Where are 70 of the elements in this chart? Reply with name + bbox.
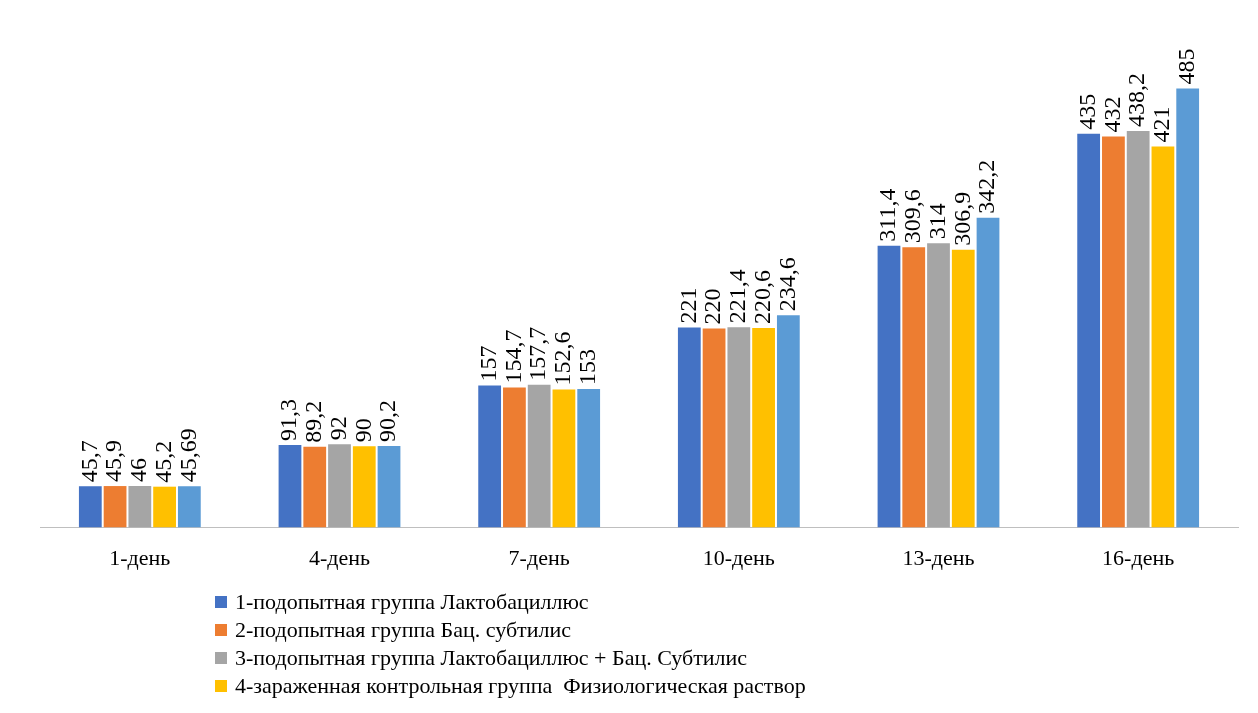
data-label: 221,4 [724, 269, 751, 324]
data-label: 89,2 [300, 400, 327, 443]
x-tick-label: 7-день [508, 544, 570, 570]
data-label: 234,6 [773, 257, 800, 312]
data-label: 90,2 [374, 399, 401, 442]
bar [1077, 133, 1101, 528]
bar [177, 486, 201, 528]
bar [328, 444, 351, 528]
bar [303, 446, 327, 528]
legend-label: 3-подопытная группа Лактобациллюс + Бац. Субтилис [235, 644, 748, 672]
data-label: 45,9 [100, 440, 127, 483]
bar [1176, 88, 1200, 528]
data-label: 152,6 [549, 331, 576, 386]
data-label: 92 [324, 416, 351, 441]
bar [103, 486, 127, 528]
data-label: 45,2 [149, 440, 176, 483]
data-label: 306,9 [948, 191, 975, 246]
data-label: 221 [674, 287, 701, 324]
legend-label: 2-подопытная группа Бац. субтилис [235, 616, 571, 644]
bar [877, 245, 901, 528]
data-label: 432 [1098, 96, 1125, 133]
bar [927, 243, 950, 528]
bar [976, 217, 1000, 528]
bar [752, 327, 775, 528]
data-label: 45,7 [75, 440, 102, 483]
bar [527, 384, 551, 528]
data-label: 435 [1073, 93, 1100, 130]
x-tick-label: 4-день [308, 544, 371, 570]
bar [352, 446, 376, 528]
data-label: 90 [349, 418, 376, 443]
x-tick-label: 10-день [702, 544, 775, 570]
data-label: 45,69 [174, 428, 201, 483]
bar [951, 249, 975, 528]
bar [1102, 136, 1125, 528]
data-label: 220,6 [748, 269, 775, 324]
bar [577, 389, 601, 528]
bar [776, 315, 800, 528]
bar [552, 389, 576, 528]
data-label: 438,2 [1123, 72, 1150, 127]
legend-label: 1-подопытная группа Лактобациллюс [235, 588, 589, 616]
data-label: 157,7 [524, 326, 551, 381]
bar [377, 445, 401, 528]
bar [902, 247, 926, 528]
data-label: 154,7 [499, 329, 526, 384]
data-label: 421 [1148, 106, 1175, 143]
bar [1126, 130, 1150, 528]
bar [503, 387, 526, 528]
data-label: 311,4 [874, 188, 901, 242]
bar [1151, 146, 1175, 528]
x-tick-label: 13-день [902, 544, 975, 570]
data-label: 342,2 [973, 159, 1000, 214]
data-label: 314 [923, 203, 950, 240]
x-tick-label: 1-день [109, 544, 171, 570]
bar [677, 327, 701, 528]
data-label: 46 [125, 457, 152, 482]
bar [478, 385, 502, 528]
bar [78, 486, 102, 528]
data-label: 153 [573, 349, 600, 386]
legend-label: 4-зараженная контрольная группа Физиологическая раствор [235, 672, 806, 700]
x-tick-label: 16-день [1102, 544, 1175, 570]
bar [153, 486, 176, 528]
data-label: 157 [474, 345, 501, 382]
bar [128, 485, 152, 528]
bar [727, 327, 751, 528]
bar [702, 328, 726, 528]
bar [278, 444, 302, 528]
data-label: 220 [699, 288, 726, 325]
data-label: 91,3 [275, 398, 302, 441]
data-label: 485 [1172, 48, 1199, 85]
data-label: 309,6 [899, 189, 926, 244]
